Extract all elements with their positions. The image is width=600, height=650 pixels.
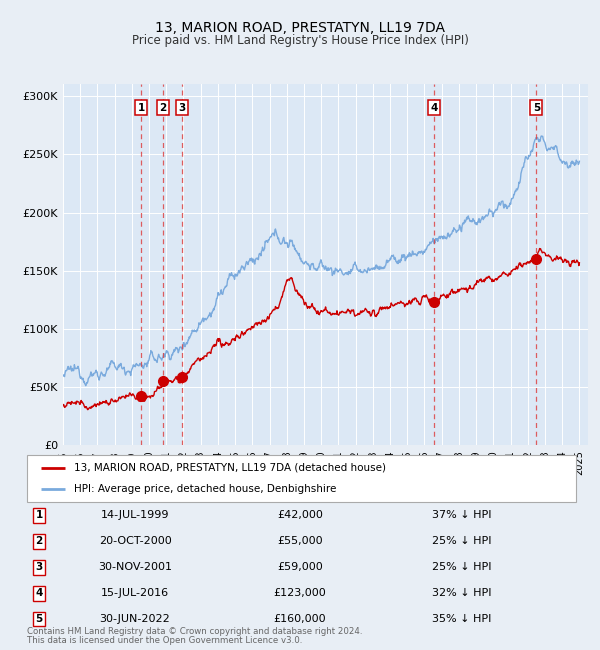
Text: £55,000: £55,000 [277, 536, 323, 547]
Text: Price paid vs. HM Land Registry's House Price Index (HPI): Price paid vs. HM Land Registry's House … [131, 34, 469, 47]
Text: 25% ↓ HPI: 25% ↓ HPI [432, 562, 491, 573]
Text: 3: 3 [35, 562, 43, 573]
Text: 3: 3 [178, 103, 186, 112]
Text: 25% ↓ HPI: 25% ↓ HPI [432, 536, 491, 547]
Text: 37% ↓ HPI: 37% ↓ HPI [432, 510, 491, 521]
Text: 32% ↓ HPI: 32% ↓ HPI [432, 588, 491, 599]
Text: 2: 2 [159, 103, 166, 112]
Text: Contains HM Land Registry data © Crown copyright and database right 2024.: Contains HM Land Registry data © Crown c… [27, 627, 362, 636]
Text: 4: 4 [430, 103, 437, 112]
Text: 1: 1 [35, 510, 43, 521]
Text: 1: 1 [137, 103, 145, 112]
Text: 4: 4 [35, 588, 43, 599]
Text: 30-NOV-2001: 30-NOV-2001 [98, 562, 172, 573]
Text: 14-JUL-1999: 14-JUL-1999 [101, 510, 169, 521]
Text: 30-JUN-2022: 30-JUN-2022 [100, 614, 170, 624]
FancyBboxPatch shape [27, 455, 576, 502]
Text: 5: 5 [533, 103, 540, 112]
Text: 13, MARION ROAD, PRESTATYN, LL19 7DA (detached house): 13, MARION ROAD, PRESTATYN, LL19 7DA (de… [74, 463, 386, 473]
Text: 13, MARION ROAD, PRESTATYN, LL19 7DA: 13, MARION ROAD, PRESTATYN, LL19 7DA [155, 21, 445, 36]
Text: 35% ↓ HPI: 35% ↓ HPI [432, 614, 491, 624]
Text: £59,000: £59,000 [277, 562, 323, 573]
Text: £42,000: £42,000 [277, 510, 323, 521]
Text: This data is licensed under the Open Government Licence v3.0.: This data is licensed under the Open Gov… [27, 636, 302, 645]
Text: HPI: Average price, detached house, Denbighshire: HPI: Average price, detached house, Denb… [74, 484, 336, 494]
Text: £160,000: £160,000 [274, 614, 326, 624]
Text: 20-OCT-2000: 20-OCT-2000 [98, 536, 172, 547]
Text: 5: 5 [35, 614, 43, 624]
Text: 2: 2 [35, 536, 43, 547]
Text: £123,000: £123,000 [274, 588, 326, 599]
Text: 15-JUL-2016: 15-JUL-2016 [101, 588, 169, 599]
